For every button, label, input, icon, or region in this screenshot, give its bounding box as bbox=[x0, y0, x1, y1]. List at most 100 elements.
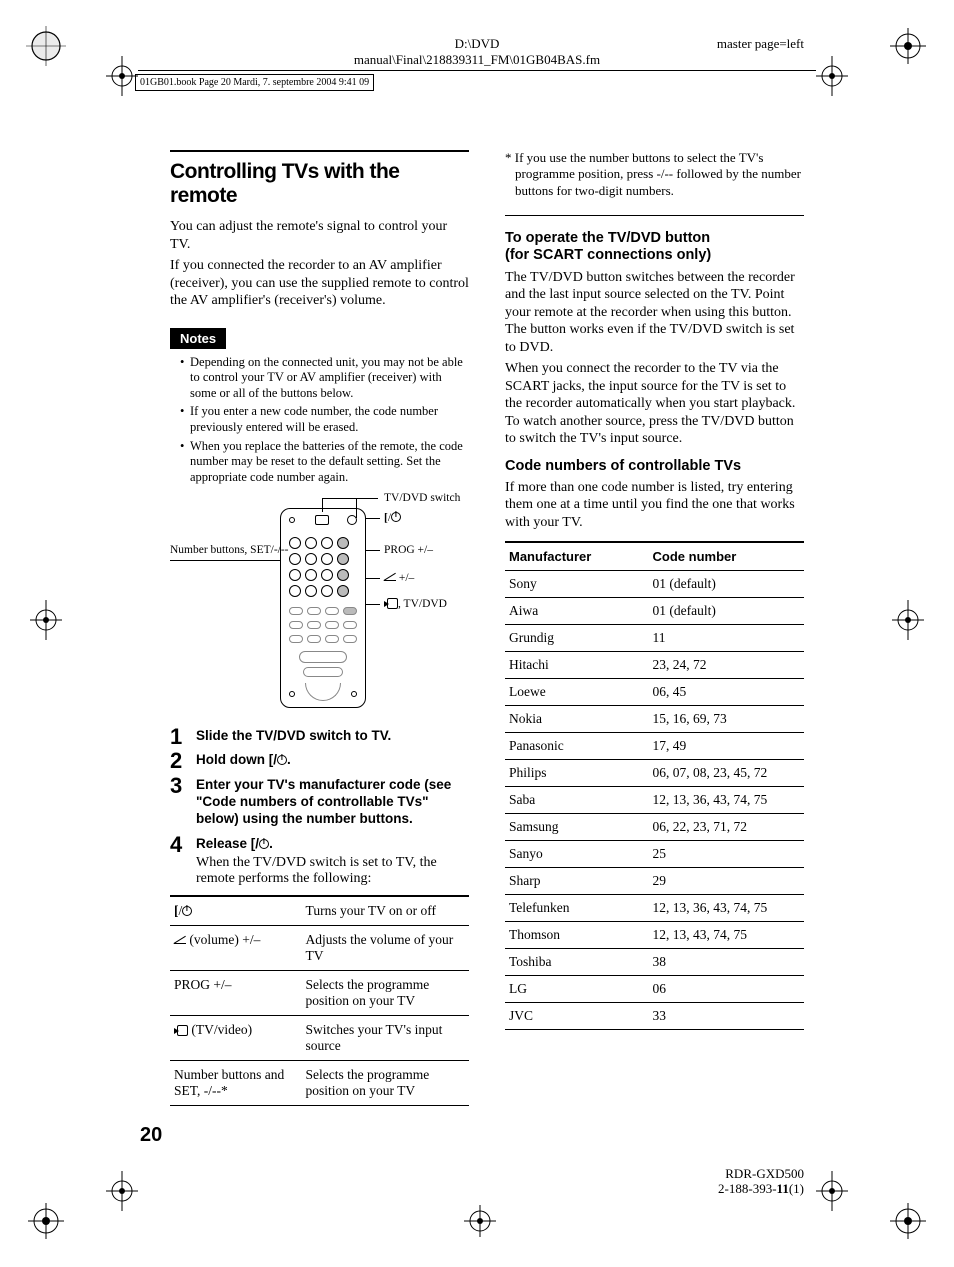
paragraph: The TV/DVD button switches between the r… bbox=[505, 269, 804, 357]
remote-figure: TV/DVD switch [/ PROG +/– +/– , TV/DVD N… bbox=[170, 498, 469, 718]
manufacturer-cell: Hitachi bbox=[505, 652, 649, 679]
power-icon bbox=[182, 906, 192, 916]
table-row: Sony01 (default) bbox=[505, 571, 804, 598]
fig-label-vol: +/– bbox=[384, 572, 414, 584]
notes-list: Depending on the connected unit, you may… bbox=[170, 355, 469, 486]
manufacturer-cell: Aiwa bbox=[505, 598, 649, 625]
code-cell: 12, 13, 36, 43, 74, 75 bbox=[649, 895, 804, 922]
fig-label-numbers: Number buttons, SET/-/-- bbox=[170, 544, 276, 556]
code-cell: 01 (default) bbox=[649, 598, 804, 625]
table-row: Telefunken12, 13, 36, 43, 74, 75 bbox=[505, 895, 804, 922]
corner-mark-tr bbox=[888, 26, 928, 66]
volume-icon bbox=[174, 935, 186, 944]
manufacturer-cell: Panasonic bbox=[505, 733, 649, 760]
table-row: Toshiba38 bbox=[505, 949, 804, 976]
footer-model: RDR-GXD500 bbox=[725, 1166, 804, 1181]
paragraph: When you connect the recorder to the TV … bbox=[505, 360, 804, 448]
header: D:\DVD manual\Final\218839311_FM\01GB04B… bbox=[30, 36, 924, 68]
corner-mark-br bbox=[888, 1201, 928, 1241]
code-cell: 11 bbox=[649, 625, 804, 652]
header-rule bbox=[138, 70, 816, 71]
fig-label-input: , TV/DVD bbox=[384, 598, 447, 610]
table-row: Sharp29 bbox=[505, 868, 804, 895]
func-key: (TV/video) bbox=[170, 1015, 302, 1060]
page-number: 20 bbox=[140, 1124, 162, 1147]
manufacturer-cell: Saba bbox=[505, 787, 649, 814]
col-header: Code number bbox=[649, 542, 804, 571]
notes-label: Notes bbox=[170, 328, 226, 349]
code-cell: 25 bbox=[649, 841, 804, 868]
code-cell: 06 bbox=[649, 976, 804, 1003]
remote-outline bbox=[280, 508, 366, 708]
step-item: Hold down [/. bbox=[170, 752, 469, 769]
table-row: (volume) +/– Adjusts the volume of your … bbox=[170, 925, 469, 970]
table-row: Grundig11 bbox=[505, 625, 804, 652]
intro-1: You can adjust the remote's signal to co… bbox=[170, 218, 469, 253]
corner-mark-bl bbox=[26, 1201, 66, 1241]
footnote: * If you use the number buttons to selec… bbox=[505, 150, 804, 199]
book-tag: 01GB01.book Page 20 Mardi, 7. septembre … bbox=[135, 74, 374, 91]
manufacturer-cell: LG bbox=[505, 976, 649, 1003]
table-row: Saba12, 13, 36, 43, 74, 75 bbox=[505, 787, 804, 814]
header-path1: D:\DVD bbox=[455, 36, 500, 51]
table-row: Aiwa01 (default) bbox=[505, 598, 804, 625]
header-master: master page=left bbox=[717, 36, 804, 52]
power-icon bbox=[277, 755, 287, 765]
reg-mark-bot-inner bbox=[102, 1161, 142, 1221]
table-row: Number buttons and SET, -/--* Selects th… bbox=[170, 1060, 469, 1105]
table-row: (TV/video) Switches your TV's input sour… bbox=[170, 1015, 469, 1060]
footer-partno: 2-188-393-11(1) bbox=[718, 1181, 804, 1196]
code-cell: 06, 07, 08, 23, 45, 72 bbox=[649, 760, 804, 787]
col-header: Manufacturer bbox=[505, 542, 649, 571]
step-item: Release [/. When the TV/DVD switch is se… bbox=[170, 836, 469, 887]
step-head: Enter your TV's manufacturer code (see "… bbox=[196, 777, 469, 828]
note-item: When you replace the batteries of the re… bbox=[180, 439, 469, 486]
table-row: Thomson12, 13, 43, 74, 75 bbox=[505, 922, 804, 949]
table-row: Nokia15, 16, 69, 73 bbox=[505, 706, 804, 733]
volume-icon bbox=[384, 572, 396, 581]
power-icon bbox=[391, 512, 401, 522]
code-cell: 12, 13, 43, 74, 75 bbox=[649, 922, 804, 949]
func-desc: Turns your TV on or off bbox=[302, 896, 469, 926]
func-desc: Adjusts the volume of your TV bbox=[302, 925, 469, 970]
step-body: When the TV/DVD switch is set to TV, the… bbox=[196, 855, 469, 887]
table-row: Loewe06, 45 bbox=[505, 679, 804, 706]
code-cell: 12, 13, 36, 43, 74, 75 bbox=[649, 787, 804, 814]
func-key: PROG +/– bbox=[170, 970, 302, 1015]
step-head: Release [/. bbox=[196, 836, 469, 853]
manufacturer-cell: Sony bbox=[505, 571, 649, 598]
subhead-codes: Code numbers of controllable TVs bbox=[505, 458, 804, 475]
manufacturer-cell: Samsung bbox=[505, 814, 649, 841]
table-row: Sanyo25 bbox=[505, 841, 804, 868]
page: D:\DVD manual\Final\218839311_FM\01GB04B… bbox=[30, 30, 924, 1237]
code-cell: 33 bbox=[649, 1003, 804, 1030]
manufacturer-cell: Sanyo bbox=[505, 841, 649, 868]
step-item: Enter your TV's manufacturer code (see "… bbox=[170, 777, 469, 828]
fig-label-power: [/ bbox=[384, 512, 401, 524]
code-cell: 06, 45 bbox=[649, 679, 804, 706]
note-item: Depending on the connected unit, you may… bbox=[180, 355, 469, 402]
manufacturer-cell: Loewe bbox=[505, 679, 649, 706]
manufacturer-cell: Toshiba bbox=[505, 949, 649, 976]
table-row: [/ Turns your TV on or off bbox=[170, 896, 469, 926]
reg-mark-top-inner bbox=[102, 46, 142, 106]
table-header-row: Manufacturer Code number bbox=[505, 542, 804, 571]
fig-label-prog: PROG +/– bbox=[384, 544, 433, 556]
section-title: Controlling TVs with the remote bbox=[170, 150, 469, 208]
code-cell: 01 (default) bbox=[649, 571, 804, 598]
manufacturer-cell: Sharp bbox=[505, 868, 649, 895]
table-row: PROG +/– Selects the programme position … bbox=[170, 970, 469, 1015]
code-cell: 06, 22, 23, 71, 72 bbox=[649, 814, 804, 841]
codes-table: Manufacturer Code number Sony01 (default… bbox=[505, 541, 804, 1030]
reg-mark-top-inner2 bbox=[812, 46, 852, 106]
reg-mark-bot-inner2 bbox=[812, 1161, 852, 1221]
reg-mark-left bbox=[26, 590, 66, 650]
manufacturer-cell: JVC bbox=[505, 1003, 649, 1030]
step-head: Hold down [/. bbox=[196, 752, 469, 769]
func-desc: Selects the programme position on your T… bbox=[302, 1060, 469, 1105]
step-head: Slide the TV/DVD switch to TV. bbox=[196, 728, 469, 745]
reg-mark-right bbox=[888, 590, 928, 650]
code-cell: 38 bbox=[649, 949, 804, 976]
table-row: Hitachi23, 24, 72 bbox=[505, 652, 804, 679]
func-key: Number buttons and SET, -/--* bbox=[170, 1060, 302, 1105]
